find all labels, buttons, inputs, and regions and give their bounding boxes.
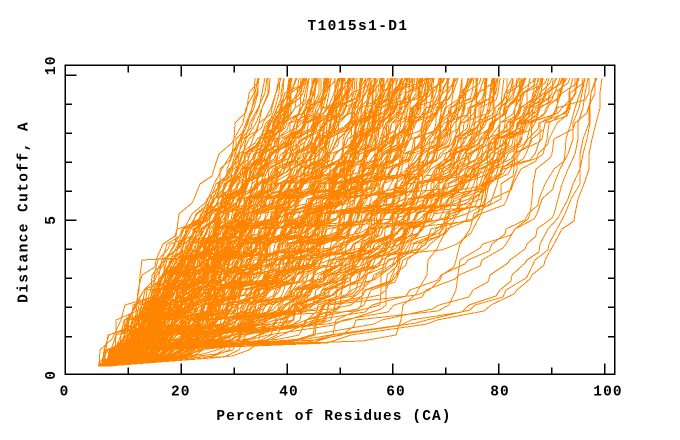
svg-text:T1015s1-D1: T1015s1-D1 [307, 19, 408, 35]
svg-text:40: 40 [279, 385, 299, 401]
svg-text:Percent of Residues (CA): Percent of Residues (CA) [216, 409, 451, 425]
svg-text:60: 60 [386, 385, 406, 401]
svg-text:5: 5 [44, 215, 60, 225]
svg-text:0: 0 [44, 370, 60, 380]
svg-text:80: 80 [490, 385, 510, 401]
svg-text:Distance Cutoff, A: Distance Cutoff, A [17, 121, 33, 303]
svg-text:100: 100 [593, 385, 622, 401]
svg-text:20: 20 [171, 385, 191, 401]
svg-text:10: 10 [44, 55, 60, 75]
svg-text:0: 0 [60, 385, 70, 401]
